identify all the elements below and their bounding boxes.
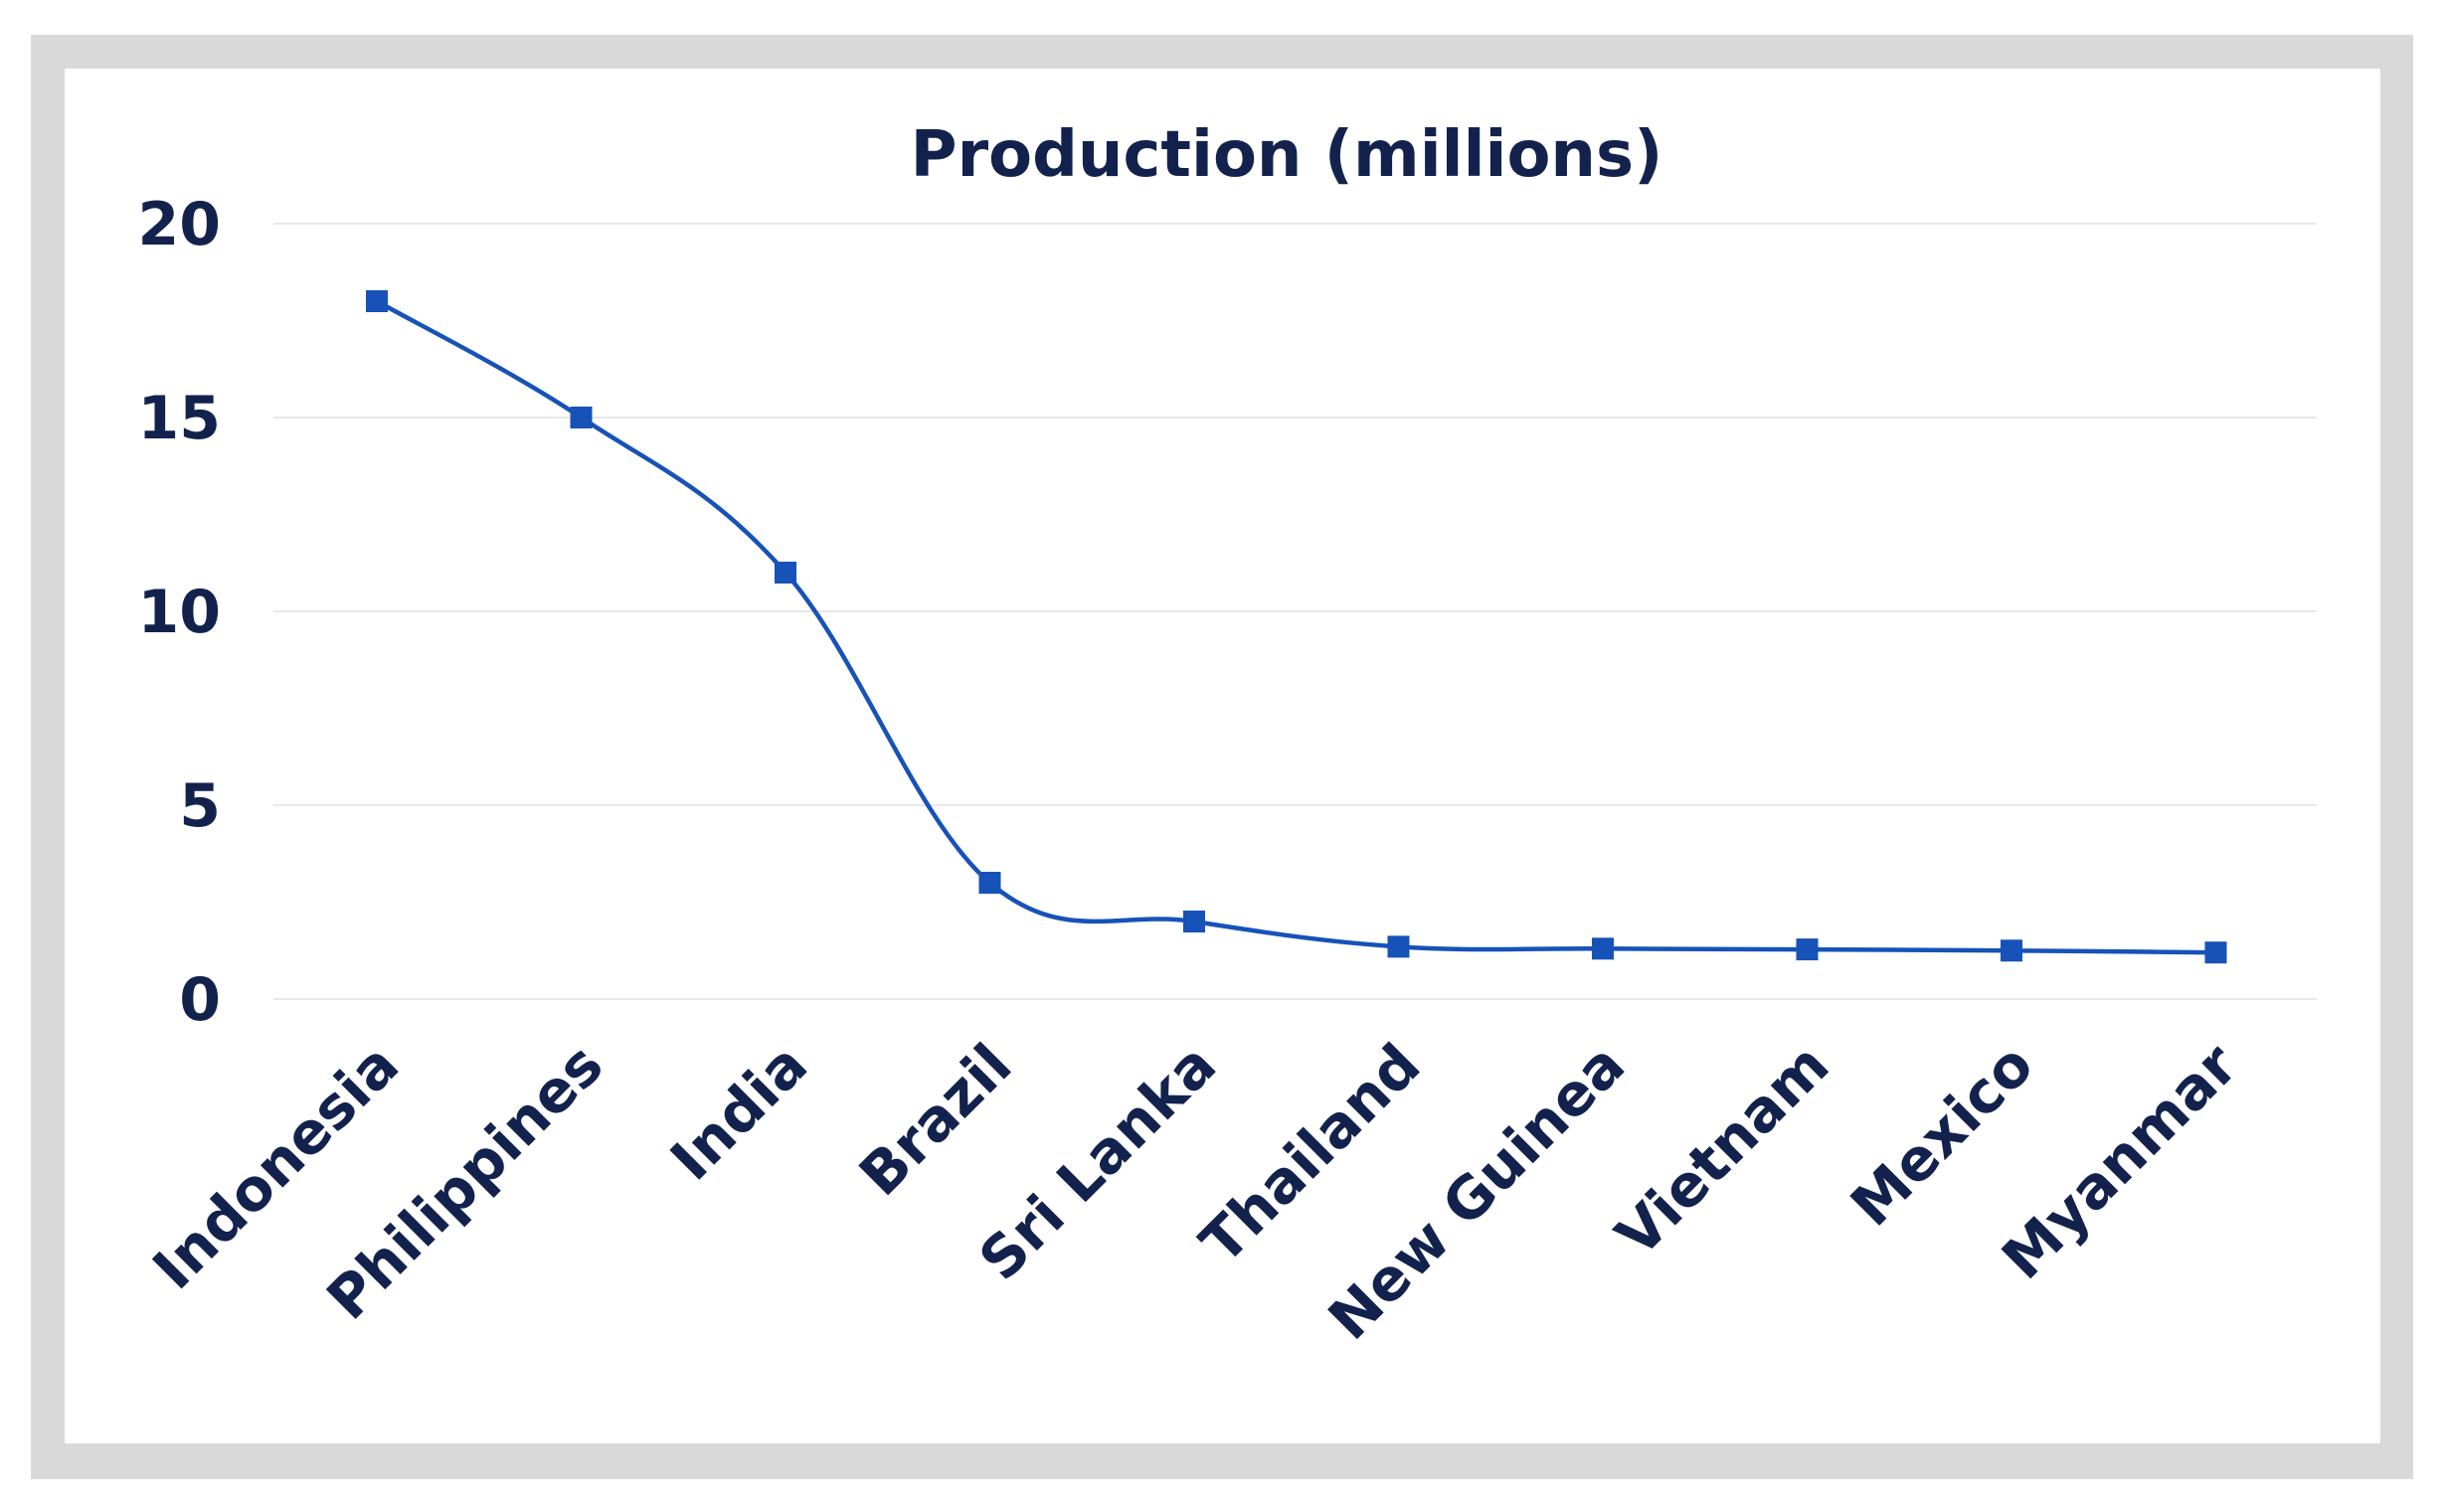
data-point-marker (2204, 941, 2227, 964)
y-tick-label: 5 (179, 771, 221, 841)
chart-border-frame (31, 35, 2413, 1479)
gridlines (273, 223, 2317, 1000)
data-point-marker (570, 407, 593, 428)
y-tick-label: 10 (138, 578, 222, 647)
data-point-marker (775, 562, 796, 584)
x-category-label: Vietnam (1603, 1031, 1841, 1269)
y-tick-label: 20 (138, 190, 222, 259)
data-point-marker (2001, 939, 2022, 962)
x-category-label: India (657, 1031, 820, 1194)
y-tick-label: 15 (138, 384, 222, 453)
data-markers (366, 290, 2227, 964)
chart-title: Production (millions) (911, 118, 1663, 192)
data-point-marker (1796, 938, 1819, 961)
data-point-marker (978, 872, 1001, 894)
data-point-marker (1592, 937, 1614, 960)
y-tick-label: 0 (179, 965, 221, 1035)
chart-panel (65, 69, 2380, 1443)
x-category-label: Mexico (1837, 1031, 2046, 1240)
y-axis-ticks: 0 5 10 15 20 (138, 190, 222, 1035)
series-line (375, 299, 2216, 955)
x-category-label: Brazil (846, 1031, 1024, 1209)
data-point-marker (1387, 935, 1410, 958)
data-point-marker (1183, 911, 1205, 932)
data-point-marker (366, 290, 388, 312)
